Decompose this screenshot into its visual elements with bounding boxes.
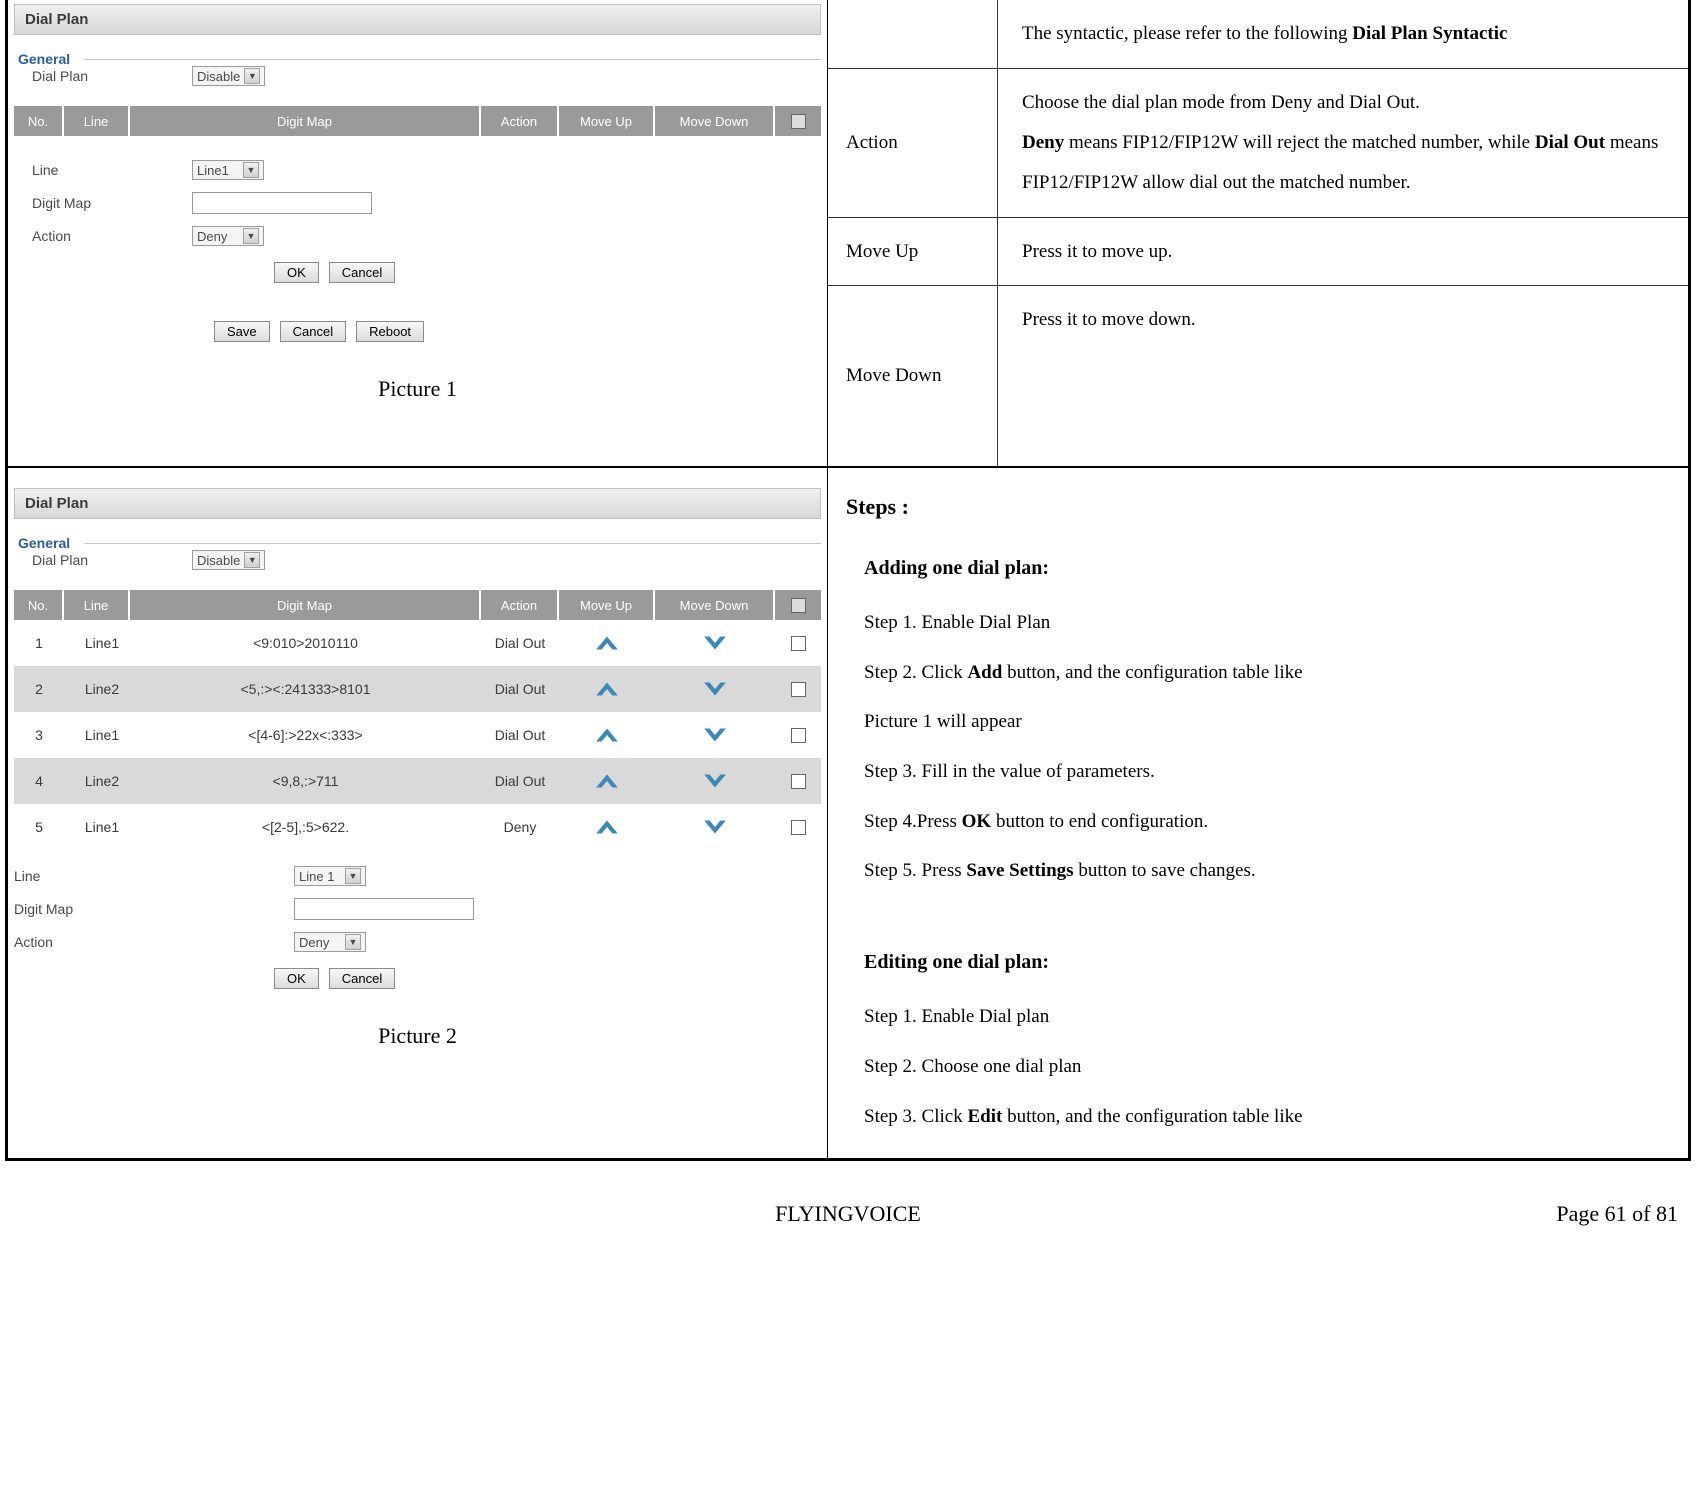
move-down-icon[interactable]	[702, 772, 728, 790]
digit-map-input[interactable]	[294, 898, 474, 920]
move-down-icon[interactable]	[702, 680, 728, 698]
cancel-button[interactable]: Cancel	[280, 321, 346, 342]
picture-1-screenshot: Dial Plan General Dial Plan Disable ▼ No…	[8, 0, 827, 356]
adding-title: Adding one dial plan:	[864, 545, 1670, 591]
dial-plan-label: Dial Plan	[32, 552, 192, 568]
move-down-icon[interactable]	[702, 726, 728, 744]
line-select[interactable]: Line1 ▼	[192, 160, 264, 180]
chevron-down-icon: ▼	[243, 162, 259, 178]
dial-plan-tab: Dial Plan	[14, 488, 821, 519]
movedown-desc-text: Press it to move down.	[998, 286, 1688, 466]
action-desc-text: Choose the dial plan mode from Deny and …	[998, 69, 1688, 217]
row-no: 1	[14, 620, 64, 666]
reboot-button[interactable]: Reboot	[356, 321, 424, 342]
action-select[interactable]: Deny ▼	[192, 226, 264, 246]
line-select[interactable]: Line 1 ▼	[294, 866, 366, 886]
steps-section: Steps : Adding one dial plan: Step 1. En…	[828, 468, 1688, 1158]
action-select[interactable]: Deny ▼	[294, 932, 366, 952]
chevron-down-icon: ▼	[243, 228, 259, 244]
save-button[interactable]: Save	[214, 321, 270, 342]
chevron-down-icon: ▼	[345, 934, 361, 950]
action-label: Action	[32, 228, 192, 244]
row-checkbox[interactable]	[791, 636, 806, 651]
line-label: Line	[32, 162, 192, 178]
table-row: 2Line2<5,:><:241333>8101Dial Out	[14, 666, 821, 712]
row-checkbox[interactable]	[791, 682, 806, 697]
row-line: Line1	[64, 620, 130, 666]
row-line: Line1	[64, 712, 130, 758]
digit-map-label: Digit Map	[32, 195, 192, 211]
footer-page: Page 61 of 81	[1556, 1201, 1678, 1227]
action-label: Action	[14, 934, 294, 950]
moveup-desc-label: Move Up	[828, 218, 998, 286]
row-action: Dial Out	[481, 712, 559, 758]
row-no: 5	[14, 804, 64, 850]
row-digitmap: <5,:><:241333>8101	[130, 666, 481, 712]
row-digitmap: <9:010>2010110	[130, 620, 481, 666]
row-no: 3	[14, 712, 64, 758]
movedown-desc-label: Move Down	[828, 286, 998, 466]
row-digitmap: <[2-5],:5>622.	[130, 804, 481, 850]
dial-plan-tab: Dial Plan	[14, 4, 821, 35]
row-action: Dial Out	[481, 620, 559, 666]
dial-plan-select[interactable]: Disable ▼	[192, 66, 265, 86]
table-row: 4Line2<9,8,:>711Dial Out	[14, 758, 821, 804]
move-down-icon[interactable]	[702, 818, 728, 836]
action-desc-label: Action	[828, 69, 998, 217]
cancel-button[interactable]: Cancel	[329, 968, 395, 989]
row-action: Dial Out	[481, 758, 559, 804]
move-up-icon[interactable]	[594, 772, 620, 790]
move-up-icon[interactable]	[594, 634, 620, 652]
move-up-icon[interactable]	[594, 726, 620, 744]
table-row: 3Line1<[4-6]:>22x<:333>Dial Out	[14, 712, 821, 758]
picture-2-screenshot: Dial Plan General Dial Plan Disable ▼ No…	[8, 468, 827, 1003]
description-table: The syntactic, please refer to the follo…	[828, 0, 1688, 466]
picture-1-caption: Picture 1	[8, 356, 827, 424]
row-digitmap: <[4-6]:>22x<:333>	[130, 712, 481, 758]
ok-button[interactable]: OK	[274, 968, 319, 989]
row-line: Line1	[64, 804, 130, 850]
editing-title: Editing one dial plan:	[864, 939, 1670, 985]
row-line: Line2	[64, 666, 130, 712]
move-down-icon[interactable]	[702, 634, 728, 652]
digit-map-label: Digit Map	[14, 901, 294, 917]
picture-2-caption: Picture 2	[8, 1003, 827, 1071]
table-row: 1Line1<9:010>2010110Dial Out	[14, 620, 821, 666]
row-no: 4	[14, 758, 64, 804]
digit-map-input[interactable]	[192, 192, 372, 214]
move-up-icon[interactable]	[594, 680, 620, 698]
row-checkbox[interactable]	[791, 774, 806, 789]
chevron-down-icon: ▼	[244, 68, 260, 84]
row-digitmap: <9,8,:>711	[130, 758, 481, 804]
row-action: Dial Out	[481, 666, 559, 712]
table-row: 5Line1<[2-5],:5>622.Deny	[14, 804, 821, 850]
row-checkbox[interactable]	[791, 728, 806, 743]
line-label: Line	[14, 868, 294, 884]
moveup-desc-text: Press it to move up.	[998, 218, 1688, 286]
dial-plan-label: Dial Plan	[32, 68, 192, 84]
ok-button[interactable]: OK	[274, 262, 319, 283]
table-header: No. Line Digit Map Action Move Up Move D…	[14, 590, 821, 620]
steps-title: Steps :	[846, 482, 1670, 533]
row-checkbox[interactable]	[791, 820, 806, 835]
row-no: 2	[14, 666, 64, 712]
dial-plan-select[interactable]: Disable ▼	[192, 550, 265, 570]
move-up-icon[interactable]	[594, 818, 620, 836]
select-all-checkbox[interactable]	[791, 114, 806, 129]
row-action: Deny	[481, 804, 559, 850]
table-header: No. Line Digit Map Action Move Up Move D…	[14, 106, 821, 136]
row-line: Line2	[64, 758, 130, 804]
cancel-button[interactable]: Cancel	[329, 262, 395, 283]
chevron-down-icon: ▼	[345, 868, 361, 884]
footer-brand: FLYINGVOICE	[775, 1201, 921, 1227]
select-all-checkbox[interactable]	[791, 598, 806, 613]
chevron-down-icon: ▼	[244, 552, 260, 568]
